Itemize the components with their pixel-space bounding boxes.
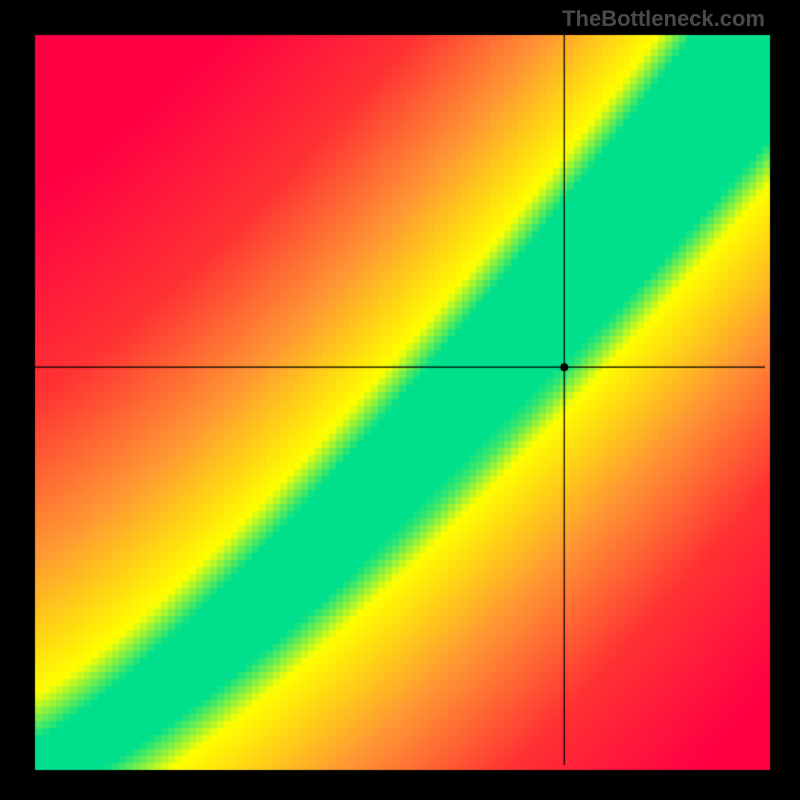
chart-container: TheBottleneck.com <box>0 0 800 800</box>
watermark: TheBottleneck.com <box>562 6 765 32</box>
bottleneck-heatmap <box>0 0 800 800</box>
